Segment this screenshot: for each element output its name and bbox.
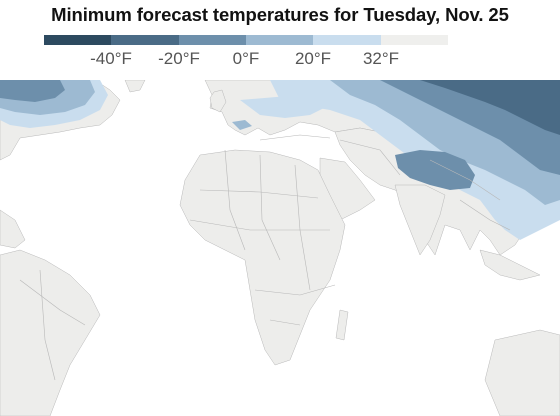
cold-regions <box>0 80 560 240</box>
legend-swatch-above-32 <box>380 35 448 45</box>
indian-subcontinent <box>394 184 446 256</box>
tibet-cold <box>395 150 475 190</box>
world-map <box>0 80 560 416</box>
legend-swatch-0-to-20 <box>245 35 314 45</box>
legend-label-0: 0°F <box>232 49 260 68</box>
country-borders <box>19 134 511 381</box>
madagascar <box>335 309 349 341</box>
alps-cold <box>232 120 252 130</box>
british-isles <box>209 89 227 113</box>
legend-label-minus-40: -40°F <box>90 49 132 68</box>
legend-swatch-minus-20-to-0 <box>178 35 246 45</box>
legend-labels: -40°F -20°F 0°F 20°F 32°F <box>0 49 560 71</box>
map-title: Minimum forecast temperatures for Tuesda… <box>51 4 509 25</box>
australia <box>484 329 560 416</box>
legend-swatch-20-to-32 <box>313 35 381 45</box>
south-america <box>0 249 101 416</box>
siberia-cold-darker <box>420 80 560 135</box>
legend-label-20: 20°F <box>294 49 332 68</box>
temperature-legend <box>44 35 448 45</box>
greenland <box>124 80 146 93</box>
canada-cold-dark <box>0 80 65 102</box>
central-america <box>0 209 26 249</box>
legend-label-minus-20: -20°F <box>158 49 200 68</box>
legend-swatch-below-minus-40 <box>44 35 112 45</box>
southeast-asia <box>479 249 541 281</box>
africa <box>179 149 346 366</box>
europe-cold-light <box>240 95 330 118</box>
legend-label-32: 32°F <box>362 49 400 68</box>
legend-swatch-minus-40-to-minus-20 <box>111 35 179 45</box>
